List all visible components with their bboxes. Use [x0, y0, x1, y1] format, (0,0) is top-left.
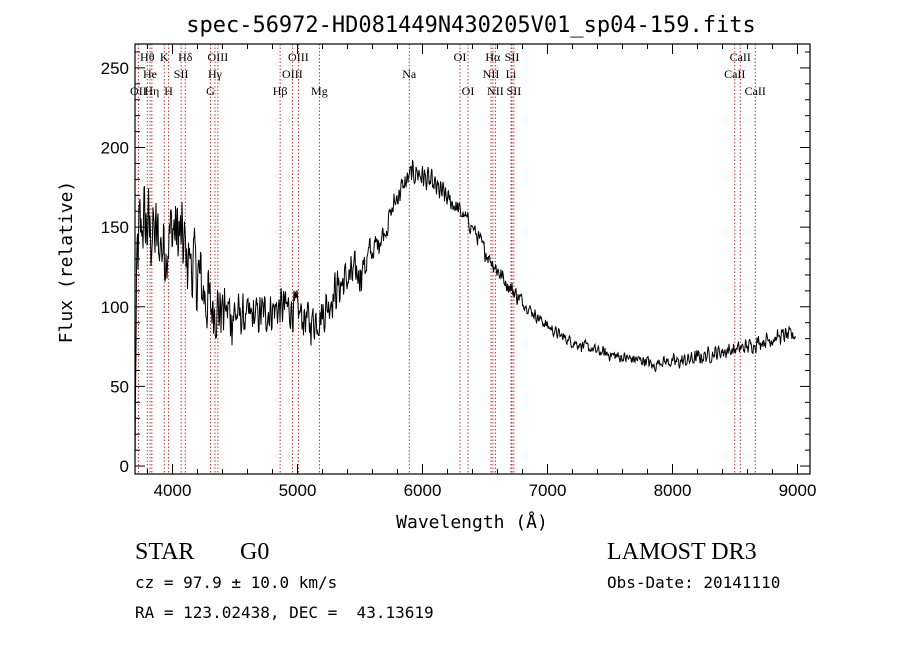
- spectral-line-label: Hα: [485, 50, 501, 64]
- spectral-line-label: G: [206, 84, 215, 98]
- spectral-line-label: NII: [487, 84, 504, 98]
- x-tick-label: 5000: [279, 481, 317, 500]
- spectral-line-markers: [137, 44, 756, 474]
- spectral-line-label: K: [160, 50, 169, 64]
- coordinates-text: RA = 123.02438, DEC = 43.13619: [135, 603, 434, 622]
- spectral-line-label: OII: [130, 84, 147, 98]
- plot-frame: [134, 43, 811, 475]
- y-tick-label: 50: [110, 377, 129, 396]
- y-axis: 0 50 100 150 200 250: [101, 51, 810, 476]
- spectral-line-label: Hβ: [273, 84, 288, 98]
- spectral-line-label: Hη: [144, 84, 159, 98]
- spectral-line-label: He: [143, 67, 157, 81]
- survey-name: LAMOST DR3: [607, 539, 757, 565]
- y-tick-label: 0: [120, 457, 129, 476]
- redshift-text: cz = 97.9 ± 10.0 km/s: [135, 573, 338, 592]
- y-tick-label: 200: [101, 139, 129, 158]
- spectral-line-label: Mg: [311, 84, 328, 98]
- spectral-line-label: SII: [507, 84, 522, 98]
- object-subclass: G0: [240, 539, 270, 565]
- spectral-line-label: H: [164, 84, 173, 98]
- spectral-line-label: OIII: [208, 50, 229, 64]
- y-axis-label: Flux (relative): [56, 181, 77, 344]
- spectral-line-label: CaII: [724, 67, 745, 81]
- x-tick-label: 9000: [779, 481, 817, 500]
- spectral-line-label: Hγ: [208, 67, 223, 81]
- x-tick-label: 7000: [529, 481, 567, 500]
- object-class: STAR: [135, 539, 195, 565]
- spectral-line-label: CaII: [745, 84, 766, 98]
- y-tick-label: 100: [101, 298, 129, 317]
- y-tick-label: 250: [101, 59, 129, 78]
- spectral-line-label: NII: [483, 67, 500, 81]
- spectral-line-label: OIII: [288, 50, 309, 64]
- obs-date-text: Obs-Date: 20141110: [607, 573, 781, 592]
- spectral-line-label: SII: [174, 67, 189, 81]
- spectral-line-label: SII: [505, 50, 520, 64]
- x-tick-label: 8000: [654, 481, 692, 500]
- x-axis: 4000 5000 6000 7000 8000 9000: [147, 44, 817, 500]
- x-axis-label: Wavelength (Å): [396, 511, 548, 533]
- flux-spectrum-line: [134, 159, 796, 463]
- spectral-line-label: Li: [506, 67, 517, 81]
- spectral-line-label: OI: [454, 50, 467, 64]
- spectral-line-label: CaII: [730, 50, 751, 64]
- spectral-line-label: OIII: [282, 67, 303, 81]
- x-tick-label: 6000: [404, 481, 442, 500]
- spectral-line-label: OI: [462, 84, 475, 98]
- chart-title: spec-56972-HD081449N430205V01_sp04-159.f…: [186, 13, 756, 38]
- x-tick-label: 4000: [154, 481, 192, 500]
- y-tick-label: 150: [101, 218, 129, 237]
- spectral-line-label: Hδ: [178, 50, 193, 64]
- spectral-line-label: Na: [402, 67, 417, 81]
- spectral-line-label: Hθ: [140, 50, 155, 64]
